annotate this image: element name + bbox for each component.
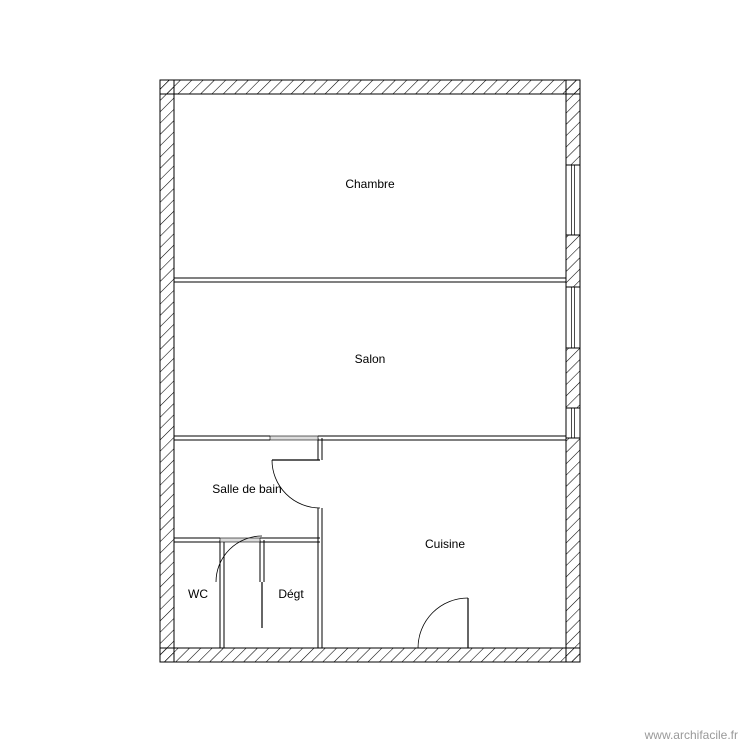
outer-wall-4 bbox=[566, 235, 580, 287]
window-1 bbox=[566, 287, 580, 348]
room-label-4: WC bbox=[188, 587, 208, 601]
room-label-3: Cuisine bbox=[425, 537, 465, 551]
window-0 bbox=[566, 165, 580, 235]
window-2 bbox=[566, 408, 580, 438]
room-label-2: Salle de bain bbox=[212, 482, 281, 496]
outer-wall-5 bbox=[566, 348, 580, 408]
outer-wall-0 bbox=[160, 80, 580, 94]
outer-wall-2 bbox=[160, 80, 174, 662]
outer-wall-3 bbox=[566, 80, 580, 165]
door-arc-2 bbox=[418, 598, 468, 648]
outer-wall-1 bbox=[160, 648, 580, 662]
room-label-0: Chambre bbox=[345, 177, 395, 191]
door-marker-1 bbox=[270, 436, 318, 440]
door-arc-1 bbox=[216, 536, 262, 582]
watermark-text: www.archifacile.fr bbox=[645, 728, 738, 742]
room-label-5: Dégt bbox=[278, 587, 304, 601]
outer-wall-6 bbox=[566, 438, 580, 662]
room-label-1: Salon bbox=[355, 352, 386, 366]
